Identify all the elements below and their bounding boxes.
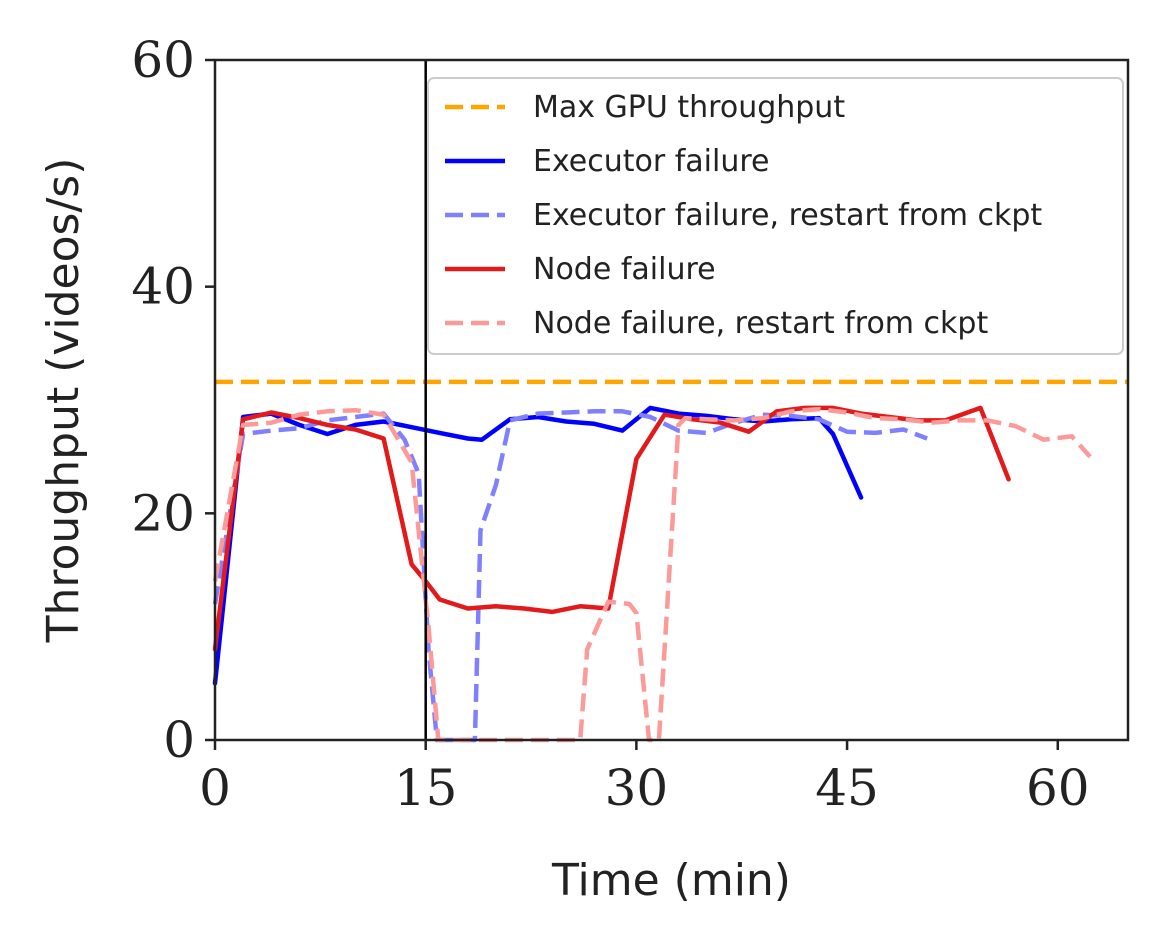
axes-frame (213, 58, 1130, 742)
y-tick-label: 20 (131, 484, 195, 542)
x-axis-ticks: 0 15 30 45 60 (199, 740, 1090, 817)
series-line-executor-failure (212, 405, 864, 686)
legend-label-max-gpu-throughput: Max GPU throughput (533, 90, 845, 125)
y-tick-label: 60 (131, 31, 195, 89)
series-layer (212, 379, 1128, 743)
series-line-node-failure (212, 405, 1011, 652)
x-tick-label: 60 (1026, 759, 1090, 817)
x-tick-label: 45 (815, 759, 879, 817)
legend-label-executor-failure: Executor failure (533, 144, 770, 179)
y-axis-ticks: 0 20 40 60 (131, 31, 215, 769)
series-line-node-failure-restart-from-ckpt (212, 406, 1092, 743)
x-tick-label: 15 (394, 759, 458, 817)
legend-label-node-failure-restart-from-ckpt: Node failure, restart from ckpt (533, 306, 988, 341)
series-line-executor-failure-restart-from-ckpt (212, 409, 928, 743)
plot-area (212, 58, 1130, 743)
legend: Max GPU throughput Executor failure Execut… (427, 77, 1124, 355)
y-tick-label: 0 (163, 711, 195, 769)
y-tick-label: 40 (131, 258, 195, 316)
legend-frame (427, 77, 1124, 355)
legend-label-node-failure: Node failure (533, 252, 716, 287)
y-axis-label: Throughput (videos/s) (38, 158, 89, 644)
x-tick-label: 30 (605, 759, 669, 817)
legend-label-executor-failure-restart-from-ckpt: Executor failure, restart from ckpt (533, 198, 1042, 233)
x-axis-label: Time (min) (551, 855, 791, 906)
x-tick-label: 0 (199, 759, 231, 817)
